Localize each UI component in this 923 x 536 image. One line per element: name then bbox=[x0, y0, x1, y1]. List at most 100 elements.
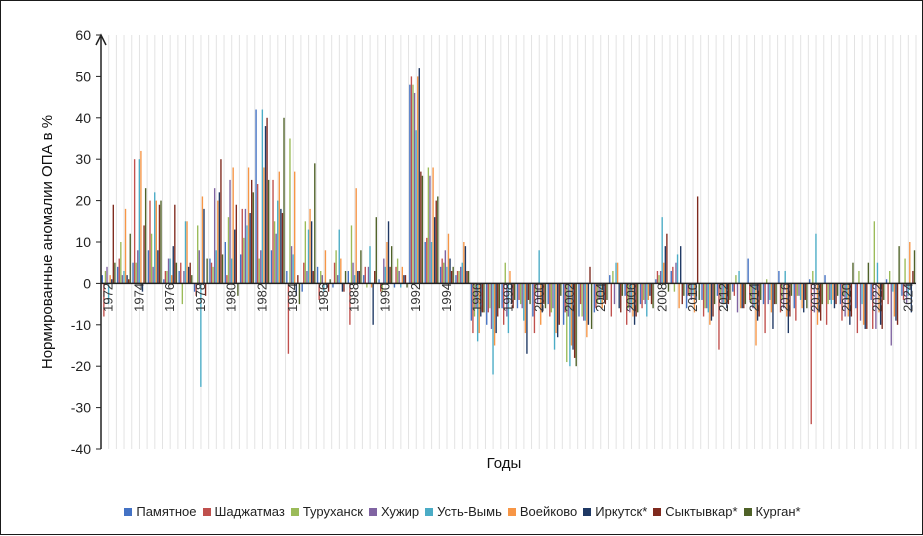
bar bbox=[232, 167, 234, 284]
y-tick-label: 0 bbox=[83, 275, 91, 291]
bar bbox=[624, 283, 626, 296]
bar bbox=[533, 283, 536, 334]
bar bbox=[866, 283, 868, 329]
x-tick-label: 1990 bbox=[378, 283, 393, 312]
bar bbox=[859, 283, 862, 321]
bar bbox=[114, 262, 116, 284]
bar bbox=[178, 270, 180, 284]
bar bbox=[118, 258, 120, 284]
bar bbox=[252, 192, 254, 284]
legend-item: Воейково bbox=[507, 504, 577, 519]
bar bbox=[439, 266, 442, 284]
bar bbox=[606, 283, 608, 300]
bar bbox=[635, 283, 637, 317]
bar bbox=[706, 283, 708, 309]
bar bbox=[352, 262, 354, 284]
bar bbox=[369, 246, 371, 284]
bar bbox=[360, 250, 362, 284]
legend-swatch bbox=[507, 507, 516, 516]
bar bbox=[166, 270, 168, 284]
bar bbox=[340, 258, 342, 284]
bar bbox=[793, 283, 795, 309]
x-tick-label: 1978 bbox=[193, 283, 208, 312]
bar bbox=[870, 283, 872, 300]
x-tick-label: 2018 bbox=[808, 283, 823, 312]
bar bbox=[667, 283, 670, 292]
bar bbox=[573, 283, 576, 358]
bar bbox=[603, 283, 605, 300]
x-tick-label: 1976 bbox=[162, 283, 177, 312]
bar bbox=[133, 159, 136, 284]
bar bbox=[760, 283, 762, 300]
bar bbox=[556, 283, 559, 338]
bar bbox=[441, 258, 443, 284]
bar bbox=[910, 283, 913, 313]
bar bbox=[756, 283, 759, 321]
bar bbox=[124, 208, 127, 284]
bar bbox=[220, 159, 222, 284]
bar bbox=[701, 283, 703, 300]
bar bbox=[163, 279, 165, 284]
bar bbox=[796, 283, 799, 296]
bar bbox=[398, 270, 400, 284]
bar bbox=[158, 204, 161, 284]
bar bbox=[341, 283, 344, 292]
bar bbox=[678, 283, 680, 309]
bar bbox=[889, 270, 891, 284]
x-tick-label: 1994 bbox=[439, 283, 454, 312]
bar bbox=[861, 283, 863, 305]
bar bbox=[601, 283, 603, 309]
bar bbox=[152, 266, 154, 284]
bar bbox=[844, 283, 846, 317]
bar bbox=[781, 283, 783, 300]
bar bbox=[215, 250, 217, 284]
bar bbox=[189, 262, 191, 284]
bar bbox=[527, 283, 530, 300]
x-tick-label: 2016 bbox=[777, 283, 792, 312]
bar bbox=[160, 200, 162, 284]
bar bbox=[676, 254, 679, 284]
bar bbox=[835, 283, 837, 305]
bar bbox=[812, 270, 814, 284]
bar bbox=[155, 200, 157, 284]
bar bbox=[727, 283, 730, 305]
bar bbox=[750, 283, 752, 305]
bar bbox=[246, 225, 248, 284]
bar bbox=[275, 233, 277, 284]
bar bbox=[615, 262, 617, 284]
bar bbox=[375, 217, 377, 284]
bar bbox=[658, 275, 660, 284]
legend: Памятное Шаджатмаз Туруханск Хужир Усть-Вымь… bbox=[1, 504, 923, 519]
bar bbox=[455, 275, 457, 284]
y-tick-label: 40 bbox=[75, 110, 91, 126]
bar bbox=[642, 283, 645, 300]
bar bbox=[435, 200, 437, 284]
bar bbox=[689, 283, 691, 296]
bar bbox=[644, 283, 646, 305]
bar bbox=[507, 283, 510, 334]
bar bbox=[543, 283, 545, 305]
bar bbox=[244, 208, 247, 284]
bar bbox=[902, 283, 905, 300]
bar bbox=[197, 225, 199, 284]
bar bbox=[905, 283, 908, 305]
bar bbox=[581, 283, 583, 317]
bar bbox=[170, 275, 173, 284]
bar bbox=[301, 283, 303, 292]
bar bbox=[460, 266, 462, 284]
bar bbox=[447, 233, 450, 284]
bar bbox=[128, 279, 130, 284]
bar bbox=[140, 150, 142, 284]
bar bbox=[350, 225, 353, 284]
bar bbox=[552, 283, 554, 309]
bar bbox=[704, 283, 706, 309]
bar bbox=[116, 266, 119, 284]
bar bbox=[338, 229, 340, 284]
bar bbox=[656, 270, 659, 284]
bar bbox=[904, 258, 906, 284]
bar bbox=[741, 283, 743, 309]
bar bbox=[738, 270, 740, 284]
bar bbox=[320, 270, 322, 284]
bar bbox=[409, 84, 411, 284]
bar bbox=[666, 233, 668, 284]
